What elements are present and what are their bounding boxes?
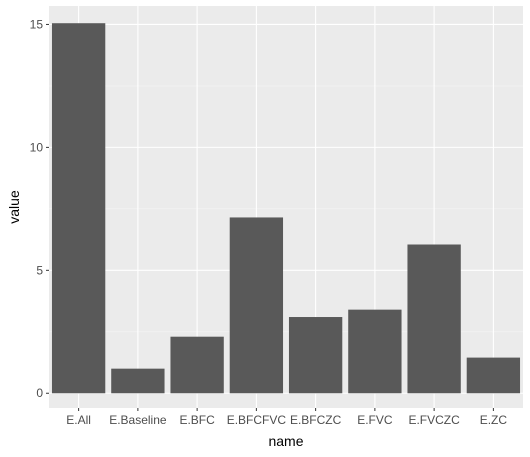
- x-axis-title: name: [268, 433, 303, 449]
- x-tick-label: E.ZC: [480, 413, 508, 427]
- y-tick-label: 5: [36, 263, 43, 277]
- bar-e-bfcfvc: [229, 217, 284, 394]
- x-tick-label: E.Baseline: [109, 413, 167, 427]
- y-axis-title: value: [6, 190, 22, 224]
- bar-e-bfc: [170, 336, 224, 394]
- y-tick-label: 10: [30, 140, 44, 154]
- x-tick-label: E.All: [66, 413, 91, 427]
- bar-e-zc: [466, 357, 521, 394]
- y-tick-label: 15: [30, 17, 44, 31]
- x-tick-label: E.BFC: [179, 413, 215, 427]
- axis-ticks: 0 5 10 15 E.All E.Baseline E.BFC E.BFCFVC E.BFCZ…: [30, 17, 508, 427]
- y-tick-label: 0: [36, 386, 43, 400]
- x-tick-label: E.BFCZC: [290, 413, 342, 427]
- bar-e-all: [51, 23, 106, 394]
- x-tick-label: E.FVC: [357, 413, 393, 427]
- x-tick-label: E.BFCFVC: [227, 413, 287, 427]
- bar-e-fvczc: [407, 244, 461, 394]
- bar-e-fvc: [348, 309, 402, 394]
- bar-e-baseline: [111, 368, 165, 394]
- bars: [51, 23, 521, 394]
- bar-e-bfczc: [288, 317, 343, 394]
- x-tick-label: E.FVCZC: [408, 413, 460, 427]
